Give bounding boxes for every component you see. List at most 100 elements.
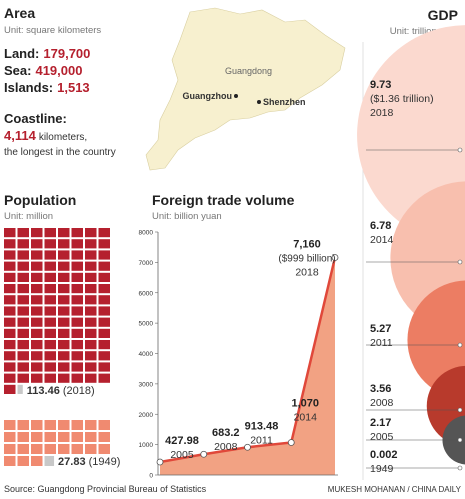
- value: 4,114: [4, 128, 37, 143]
- waffle-square: [58, 420, 70, 430]
- category-label: 2005: [370, 431, 394, 443]
- credit: MUKESH MOHANAN / CHINA DAILY: [328, 485, 462, 494]
- waffle-square: [98, 420, 110, 430]
- waffle-square: [4, 328, 16, 338]
- waffle-square: [71, 272, 83, 282]
- leader-end: [457, 342, 463, 348]
- waffle-square: [44, 261, 56, 271]
- gdp-unit: Unit: trillion yuan: [390, 26, 460, 37]
- y-tick-label: 5000: [139, 321, 154, 328]
- waffle-square: [44, 228, 56, 238]
- waffle-square: [98, 284, 110, 294]
- value-label: 7,160: [293, 239, 321, 251]
- y-tick-label: 7000: [139, 260, 154, 267]
- leader-end: [457, 437, 463, 443]
- waffle-square: [58, 317, 70, 327]
- waffle-square: [4, 351, 16, 361]
- waffle-square: [31, 444, 43, 454]
- point: [287, 439, 295, 446]
- value-label: 1,070: [291, 397, 319, 409]
- waffle-square: [31, 432, 43, 442]
- waffle-square: [17, 456, 29, 466]
- waffle-square: [17, 328, 29, 338]
- y-tick-label: 8000: [139, 230, 154, 237]
- waffle-square: [44, 373, 56, 383]
- waffle-square: [44, 362, 56, 372]
- waffle-square: [31, 420, 43, 430]
- waffle-square: [71, 261, 83, 271]
- waffle-square: [98, 261, 110, 271]
- map-label: Guangdong: [225, 66, 272, 76]
- city-dot: [234, 94, 238, 98]
- waffle-square: [71, 317, 83, 327]
- waffle-square: [58, 432, 70, 442]
- leader-end: [457, 465, 463, 471]
- waffle-square: [17, 444, 29, 454]
- waffle-square: [31, 362, 43, 372]
- waffle-square: [98, 250, 110, 260]
- map: [145, 7, 346, 171]
- waffle-square: [31, 306, 43, 316]
- waffle-square: [31, 328, 43, 338]
- waffle-square: [85, 432, 97, 442]
- waffle-square: [4, 340, 16, 350]
- waffle-square: [58, 261, 70, 271]
- y-tick-label: 0: [149, 473, 153, 480]
- waffle-square: [71, 373, 83, 383]
- waffle-label: 27.83 (1949): [58, 456, 120, 468]
- waffle-square: [85, 295, 97, 305]
- area-islands: Islands: 1,513: [4, 80, 90, 95]
- area-title: Area: [4, 5, 35, 21]
- trade-title: Foreign trade volume: [152, 192, 295, 208]
- waffle-square: [44, 340, 56, 350]
- area-unit: Unit: square kilometers: [4, 25, 101, 36]
- waffle-square: [17, 306, 29, 316]
- waffle-square: [85, 284, 97, 294]
- waffle-square: [85, 328, 97, 338]
- waffle-square: [4, 261, 16, 271]
- waffle-square: [17, 373, 29, 383]
- x-label: 2014: [294, 411, 318, 423]
- waffle-square: [98, 317, 110, 327]
- label: Land:: [4, 46, 39, 61]
- value: 419,000: [35, 63, 82, 78]
- waffle-square: [58, 351, 70, 361]
- coastline: 4,114 kilometers,: [4, 128, 87, 143]
- x-label: 2018: [295, 267, 319, 279]
- map-label: Shenzhen: [263, 97, 306, 107]
- waffle-square: [98, 362, 110, 372]
- trade-unit: Unit: billion yuan: [152, 211, 222, 222]
- waffle-square: [71, 444, 83, 454]
- waffle-square: [58, 239, 70, 249]
- source: Source: Guangdong Provincial Bureau of S…: [4, 484, 207, 494]
- map-label: Guangzhou: [183, 91, 233, 101]
- waffle-square: [71, 250, 83, 260]
- waffle-square: [17, 228, 29, 238]
- label: Sea:: [4, 63, 31, 78]
- waffle-square: [85, 250, 97, 260]
- waffle-label: 113.46 (2018): [27, 385, 95, 397]
- waffle-square: [31, 317, 43, 327]
- waffle-square: [71, 328, 83, 338]
- waffle-square: [85, 228, 97, 238]
- waffle-square: [98, 351, 110, 361]
- gdp-title: GDP: [428, 7, 458, 23]
- area: [160, 257, 335, 475]
- value-label: 0.002: [370, 449, 398, 461]
- x-label: 2011: [250, 434, 273, 446]
- waffle-square: [71, 362, 83, 372]
- value-label: 6.78: [370, 220, 391, 232]
- waffle-square: [31, 340, 43, 350]
- waffle-square: [31, 295, 43, 305]
- waffle-square: [44, 239, 56, 249]
- waffle-square: [31, 250, 43, 260]
- waffle-square: [44, 250, 56, 260]
- annotation: ($1.36 trillion): [370, 93, 434, 105]
- value-label: 427.98: [165, 435, 199, 447]
- category-label: (1949): [89, 456, 121, 468]
- waffle-square: [31, 351, 43, 361]
- area-land: Land: 179,700: [4, 46, 90, 61]
- waffle-square: [17, 250, 29, 260]
- waffle-square: [98, 295, 110, 305]
- y-tick-label: 4000: [139, 351, 154, 358]
